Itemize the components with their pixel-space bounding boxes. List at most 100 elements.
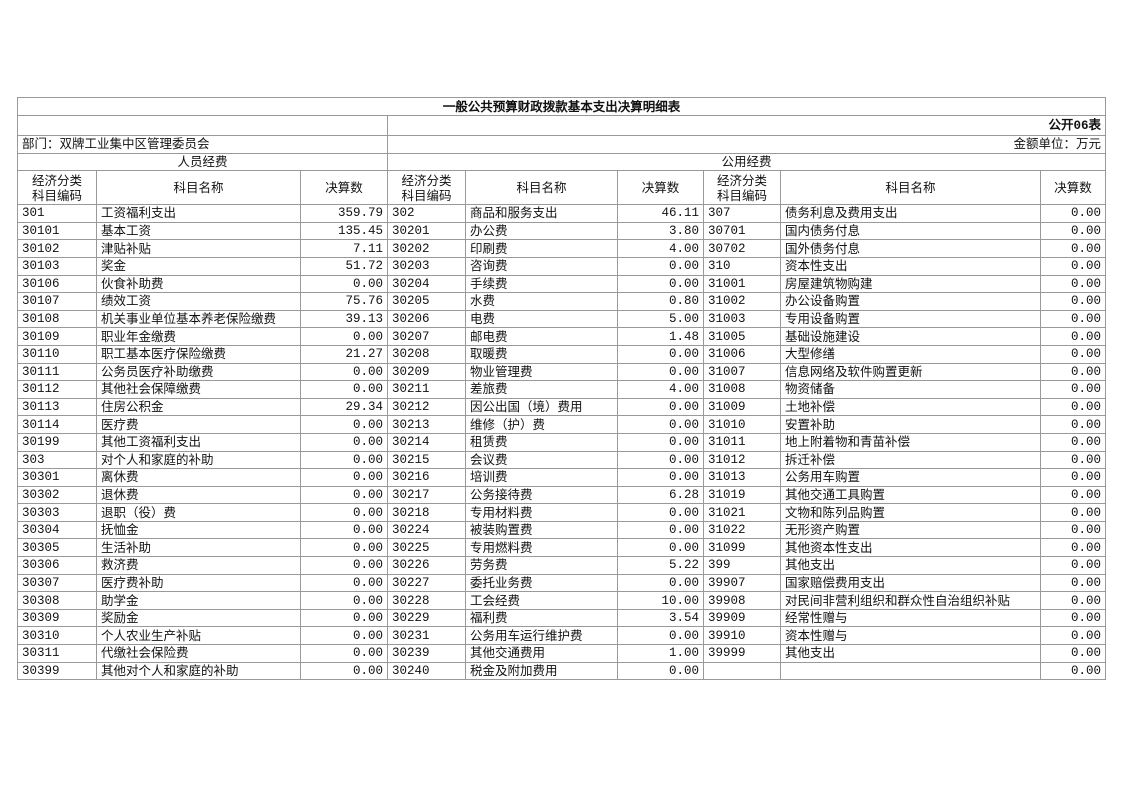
amount: 4.00 xyxy=(617,380,704,399)
code: 31001 xyxy=(703,274,781,294)
data-row: 30311 代缴社会保险费 0.00 30239 其他交通费用 1.00 39999 其他支出… xyxy=(17,644,1106,663)
data-row: 30310 个人农业生产补贴 0.00 30231 公务用车运行维护费 0.00 39910… xyxy=(17,626,1106,646)
item-name: 对民间非营利组织和群众性自治组织补贴 xyxy=(780,591,1041,610)
form-row: 公开06表 xyxy=(17,115,1106,136)
amount: 21.27 xyxy=(300,344,388,364)
amount: 135.45 xyxy=(300,221,388,241)
item-name: 土地补偿 xyxy=(780,397,1041,417)
column-header: 经济分类 科目编码 xyxy=(17,170,97,206)
amount: 359.79 xyxy=(300,204,388,223)
code: 30207 xyxy=(387,327,466,346)
amount: 0.00 xyxy=(1040,450,1106,470)
amount: 0.00 xyxy=(300,538,388,558)
item-name: 基本工资 xyxy=(96,221,301,241)
item-name: 水费 xyxy=(465,292,618,311)
code: 310 xyxy=(703,256,781,276)
column-header: 科目名称 xyxy=(780,170,1041,206)
amount: 0.00 xyxy=(617,450,704,470)
code: 31011 xyxy=(703,432,781,452)
item-name: 劳务费 xyxy=(465,556,618,575)
amount: 1.00 xyxy=(617,644,704,663)
code: 30108 xyxy=(17,309,97,329)
code: 30208 xyxy=(387,344,466,364)
item-name: 医疗费 xyxy=(96,415,301,434)
item-name: 电费 xyxy=(465,309,618,329)
item-name: 基础设施建设 xyxy=(780,327,1041,346)
department: 部门：双牌工业集中区管理委员会 xyxy=(17,135,388,154)
code: 30204 xyxy=(387,274,466,294)
data-row: 30112 其他社会保障缴费 0.00 30211 差旅费 4.00 31008 物资储备 0.… xyxy=(17,380,1106,399)
section-title: 人员经费 xyxy=(17,152,388,172)
item-name: 伙食补助费 xyxy=(96,274,301,294)
data-row: 30399 其他对个人和家庭的补助 0.00 30240 税金及附加费用 0.00 0.00 xyxy=(17,661,1106,681)
title-row: 一般公共预算财政拨款基本支出决算明细表 xyxy=(17,97,1106,116)
section-title: 公用经费 xyxy=(387,152,1106,172)
item-name: 退休费 xyxy=(96,485,301,505)
item-name: 资本性支出 xyxy=(780,256,1041,276)
data-row: 30109 职业年金缴费 0.00 30207 邮电费 1.48 31005 基础设施建设 0.… xyxy=(17,327,1106,346)
item-name: 医疗费补助 xyxy=(96,573,301,593)
item-name: 拆迁补偿 xyxy=(780,450,1041,470)
amount: 0.00 xyxy=(1040,538,1106,558)
amount: 0.00 xyxy=(1040,380,1106,399)
amount: 0.80 xyxy=(617,292,704,311)
code: 30307 xyxy=(17,573,97,593)
data-row: 30302 退休费 0.00 30217 公务接待费 6.28 31019 其他交通工具购置 0… xyxy=(17,485,1106,505)
item-name: 手续费 xyxy=(465,274,618,294)
item-name: 债务利息及费用支出 xyxy=(780,204,1041,223)
code: 31005 xyxy=(703,327,781,346)
code: 39907 xyxy=(703,573,781,593)
code: 30203 xyxy=(387,256,466,276)
code: 30216 xyxy=(387,468,466,487)
item-name: 抚恤金 xyxy=(96,520,301,540)
code: 30103 xyxy=(17,256,97,276)
blank-cell xyxy=(780,661,1041,681)
column-header: 决算数 xyxy=(617,170,704,206)
data-row: 30308 助学金 0.00 30228 工会经费 10.00 39908 对民间非营利组织和… xyxy=(17,591,1106,610)
item-name: 商品和服务支出 xyxy=(465,204,618,223)
code: 303 xyxy=(17,450,97,470)
code: 30201 xyxy=(387,221,466,241)
blank-cell xyxy=(703,661,781,681)
amount: 5.00 xyxy=(617,309,704,329)
data-row: 301 工资福利支出 359.79 302 商品和服务支出 46.11 307 债务利息及费用… xyxy=(17,204,1106,223)
item-name: 咨询费 xyxy=(465,256,618,276)
code: 30240 xyxy=(387,661,466,681)
code: 30228 xyxy=(387,591,466,610)
amount: 0.00 xyxy=(1040,327,1106,346)
item-name: 公务用车运行维护费 xyxy=(465,626,618,646)
item-name: 绩效工资 xyxy=(96,292,301,311)
item-name: 生活补助 xyxy=(96,538,301,558)
code: 30309 xyxy=(17,608,97,628)
amount: 7.11 xyxy=(300,239,388,258)
item-name: 机关事业单位基本养老保险缴费 xyxy=(96,309,301,329)
expenditure-table: 一般公共预算财政拨款基本支出决算明细表 公开06表 部门：双牌工业集中区管理委员… xyxy=(17,97,1106,681)
data-row: 30110 职工基本医疗保险缴费 21.27 30208 取暖费 0.00 31006 大型修… xyxy=(17,344,1106,364)
item-name: 救济费 xyxy=(96,556,301,575)
info-row: 部门：双牌工业集中区管理委员会 金额单位：万元 xyxy=(17,135,1106,154)
data-row: 30305 生活补助 0.00 30225 专用燃料费 0.00 31099 其他资本性支出 0… xyxy=(17,538,1106,558)
item-name: 物资储备 xyxy=(780,380,1041,399)
amount: 0.00 xyxy=(1040,362,1106,382)
amount: 0.00 xyxy=(1040,468,1106,487)
code: 30109 xyxy=(17,327,97,346)
column-header: 决算数 xyxy=(1040,170,1106,206)
item-name: 其他工资福利支出 xyxy=(96,432,301,452)
code: 39999 xyxy=(703,644,781,663)
item-name: 印刷费 xyxy=(465,239,618,258)
data-row: 30306 救济费 0.00 30226 劳务费 5.22 399 其他支出 0.00 xyxy=(17,556,1106,575)
code: 31003 xyxy=(703,309,781,329)
item-name: 办公设备购置 xyxy=(780,292,1041,311)
code: 30226 xyxy=(387,556,466,575)
code: 302 xyxy=(387,204,466,223)
code: 31099 xyxy=(703,538,781,558)
code: 30205 xyxy=(387,292,466,311)
amount: 0.00 xyxy=(1040,608,1106,628)
amount: 5.22 xyxy=(617,556,704,575)
item-name: 物业管理费 xyxy=(465,362,618,382)
item-name: 会议费 xyxy=(465,450,618,470)
item-name: 职工基本医疗保险缴费 xyxy=(96,344,301,364)
code: 30211 xyxy=(387,380,466,399)
amount: 0.00 xyxy=(1040,573,1106,593)
amount: 0.00 xyxy=(300,380,388,399)
